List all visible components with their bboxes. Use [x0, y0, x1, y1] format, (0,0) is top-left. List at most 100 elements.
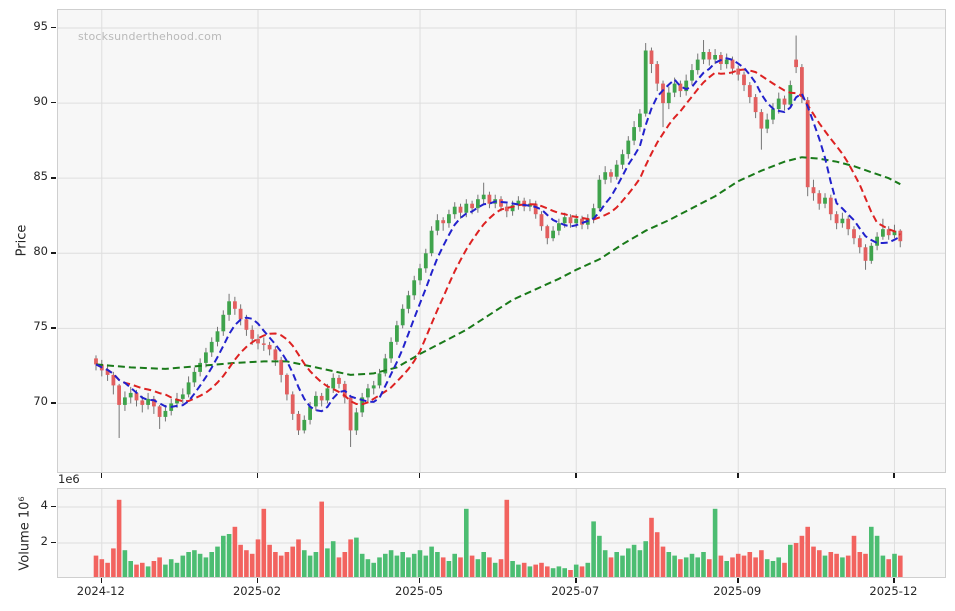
candle-body: [620, 154, 625, 165]
candle-body: [406, 295, 411, 309]
candle-body: [557, 223, 561, 231]
candle-body: [429, 230, 434, 254]
candle-body: [204, 352, 208, 363]
candle-body: [481, 194, 486, 200]
volume-bar: [527, 566, 533, 577]
volume-bar: [568, 570, 573, 577]
volume-bar: [330, 541, 336, 577]
candle-body: [441, 220, 446, 224]
volume-bar: [701, 552, 706, 577]
volume-bar: [724, 561, 729, 577]
volume-bar: [811, 546, 816, 577]
volume-bar: [140, 562, 145, 577]
candle-body: [215, 331, 220, 342]
volume-bar: [892, 553, 897, 577]
candle-body: [765, 119, 770, 129]
candle-body: [568, 217, 573, 224]
candle-body: [701, 52, 706, 60]
tick-mark: [419, 473, 421, 478]
ma-fast-line: [95, 57, 901, 413]
candle-body: [279, 359, 284, 375]
volume-bar: [735, 553, 741, 577]
candle-body: [412, 280, 417, 296]
volume-bar: [863, 553, 868, 577]
candle-body: [308, 406, 312, 420]
volume-bar: [377, 557, 382, 577]
volume-bar: [631, 544, 637, 577]
volume-bar: [573, 564, 579, 577]
volume-bar: [215, 546, 220, 577]
volume-bar: [93, 555, 99, 577]
candle-body: [875, 236, 879, 246]
candle-body: [771, 109, 775, 120]
volume-bar: [591, 521, 596, 577]
volume-bar: [556, 566, 562, 577]
candle-body: [707, 52, 712, 60]
volume-bar: [840, 557, 845, 577]
volume-bar: [747, 552, 753, 577]
price-tick-label: 80: [33, 244, 48, 259]
candle-body: [753, 97, 758, 113]
candle-body: [273, 349, 278, 360]
volume-bar: [487, 557, 492, 577]
candle-body: [140, 400, 145, 405]
price-tick-label: 75: [33, 319, 48, 334]
tick-mark: [51, 252, 56, 254]
candle-body: [655, 64, 660, 84]
volume-bar: [898, 555, 903, 577]
volume-bar: [597, 535, 602, 577]
candle-body: [366, 388, 370, 398]
volume-bar: [550, 568, 556, 577]
volume-bar: [886, 559, 891, 577]
volume-bar: [822, 555, 828, 577]
candle-body: [504, 206, 509, 212]
candle-body: [823, 197, 827, 204]
candle-body: [325, 388, 330, 401]
volume-bar: [388, 550, 394, 577]
volume-bar: [753, 557, 758, 577]
candle-body: [898, 230, 903, 242]
volume-offset-label: 1e6: [58, 472, 80, 486]
volume-bar: [469, 555, 475, 577]
volume-tick-label: 2: [40, 534, 48, 548]
candle-body: [348, 397, 353, 431]
volume-bar: [626, 548, 631, 577]
price-tick-label: 85: [33, 169, 48, 184]
candle-body: [747, 85, 752, 98]
x-tick-label: 2025-07: [551, 584, 600, 598]
watermark: stocksunderthehood.com: [78, 30, 222, 43]
volume-bar: [788, 544, 793, 577]
candle-body: [418, 268, 422, 281]
volume-bar: [394, 555, 400, 577]
volume-bar: [660, 546, 666, 577]
volume-bar: [851, 535, 857, 577]
volume-bar: [423, 555, 429, 577]
volume-bar: [539, 562, 544, 577]
tick-mark: [51, 102, 56, 104]
candle-body: [314, 395, 318, 407]
volume-bar: [793, 543, 799, 577]
volume-bar: [417, 550, 423, 577]
tick-mark: [100, 578, 103, 583]
candle-body: [857, 238, 862, 248]
candle-body: [533, 203, 538, 215]
candle-body: [94, 358, 98, 365]
x-tick-label: 2025-09: [713, 584, 762, 598]
volume-bar: [678, 559, 683, 577]
volume-bar: [365, 559, 371, 577]
volume-panel: [57, 488, 946, 578]
candle-body: [261, 343, 266, 345]
candle-body: [209, 341, 214, 353]
volume-bar: [614, 552, 619, 577]
candle-body: [869, 245, 874, 261]
volume-bar: [273, 552, 278, 577]
candle-body: [152, 398, 156, 407]
volume-bar: [498, 559, 504, 577]
volume-bar: [163, 564, 168, 577]
volume-bar: [261, 508, 267, 577]
candle-body: [192, 371, 197, 383]
volume-bar: [435, 552, 440, 577]
candle-body: [794, 59, 798, 68]
candle-body: [302, 419, 307, 431]
tick-mark: [51, 506, 56, 508]
